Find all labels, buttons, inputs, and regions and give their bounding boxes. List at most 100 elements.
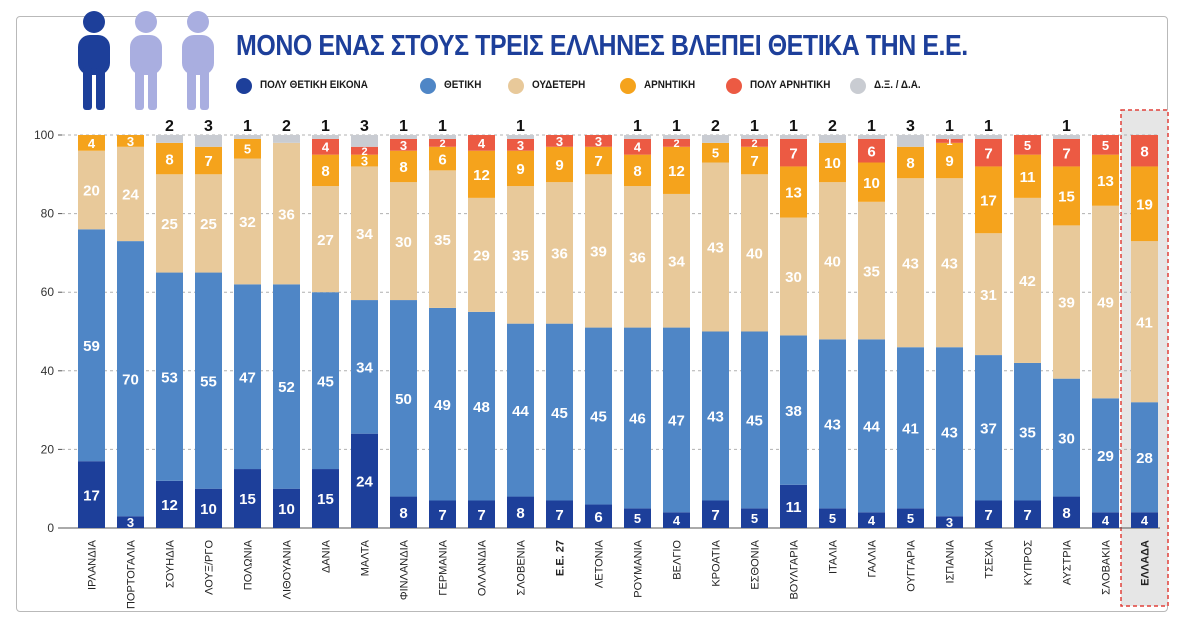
bar-segment <box>156 142 183 175</box>
bar-value-label: 36 <box>551 246 568 263</box>
bar-segment <box>663 193 690 328</box>
bar-segment <box>858 138 885 163</box>
legend-swatch <box>236 78 252 94</box>
dk-value-label: 1 <box>1062 118 1071 135</box>
bar-value-label: 5 <box>634 511 641 526</box>
bar-value-label: 32 <box>239 214 256 231</box>
bar-segment <box>78 229 105 462</box>
bar-segment <box>741 331 768 509</box>
bar-segment <box>702 331 729 501</box>
bar-segment <box>936 138 963 143</box>
legend-label: ΟΥΔΕΤΕΡΗ <box>532 79 586 91</box>
bar-value-label: 47 <box>668 413 685 430</box>
bar-value-label: 2 <box>439 138 445 150</box>
x-category-label: ΦΙΝΛΑΝΔΙΑ <box>399 539 411 600</box>
x-category-label: ΡΟΥΜΑΝΙΑ <box>633 539 645 597</box>
bar-segment <box>897 178 924 348</box>
bar-segment <box>663 138 690 147</box>
x-category-label: ΙΡΛΑΝΔΙΑ <box>87 539 99 590</box>
bar-segment <box>741 135 768 139</box>
dk-value-label: 1 <box>516 118 525 135</box>
bar-segment <box>741 174 768 332</box>
bar-segment <box>156 174 183 273</box>
bar-segment <box>741 146 768 175</box>
bar-value-label: 30 <box>785 269 802 286</box>
x-category-label: ΛΙΘΟΥΑΝΙΑ <box>282 539 294 599</box>
bar-value-label: 41 <box>1136 314 1153 331</box>
bar-segment <box>546 500 573 528</box>
bar-segment <box>234 158 261 285</box>
bar-segment <box>975 138 1002 167</box>
bar-value-label: 1 <box>946 136 952 148</box>
bar-value-label: 43 <box>707 409 724 426</box>
bar-value-label: 25 <box>200 216 217 233</box>
bar-value-label: 35 <box>863 263 880 280</box>
dk-value-label: 1 <box>243 118 252 135</box>
bar-segment <box>1092 154 1119 206</box>
dk-value-label: 2 <box>828 118 837 135</box>
bar-segment <box>1053 496 1080 528</box>
x-category-label: ΟΥΓΓΑΡΙΑ <box>906 539 918 591</box>
bar-value-label: 40 <box>824 253 841 270</box>
bar-value-label: 11 <box>1020 169 1036 186</box>
bar-value-label: 35 <box>1019 424 1036 441</box>
dk-value-label: 1 <box>984 118 993 135</box>
bar-segment <box>507 150 534 187</box>
bar-value-label: 50 <box>395 391 412 408</box>
bar-segment <box>312 469 339 528</box>
bar-value-label: 5 <box>1102 138 1109 153</box>
bar-segment <box>897 146 924 179</box>
bar-segment <box>156 480 183 528</box>
bar-segment <box>546 182 573 324</box>
dk-value-label: 1 <box>867 118 876 135</box>
bar-segment <box>819 135 846 143</box>
legend-label: ΑΡΝΗΤΙΚΗ <box>644 79 696 91</box>
bar-segment <box>975 355 1002 501</box>
bar-segment <box>546 323 573 501</box>
bar-segment <box>195 272 222 489</box>
bar-segment <box>1014 154 1041 198</box>
bar-value-label: 30 <box>395 234 412 251</box>
bar-value-label: 7 <box>477 507 485 524</box>
bar-value-label: 36 <box>278 206 295 223</box>
bar-segment <box>975 500 1002 528</box>
bar-segment <box>1014 135 1041 155</box>
bar-segment <box>936 142 963 179</box>
bar-value-label: 45 <box>551 405 568 422</box>
bar-segment <box>273 135 300 143</box>
bar-segment <box>858 339 885 513</box>
bar-value-label: 7 <box>555 507 563 524</box>
legend-label: ΘΕΤΙΚΗ <box>444 79 482 91</box>
bar-segment <box>117 241 144 517</box>
bar-value-label: 7 <box>750 153 758 170</box>
dk-value-label: 1 <box>321 118 330 135</box>
bar-segment <box>897 347 924 509</box>
bar-value-label: 43 <box>707 240 724 257</box>
bar-value-label: 31 <box>980 287 997 304</box>
bar-segment <box>312 138 339 155</box>
x-category-label: ΕΛΛΑΔΑ <box>1140 540 1152 586</box>
bar-value-label: 5 <box>712 146 719 161</box>
x-category-label: ΣΟΥΗΔΙΑ <box>165 539 177 588</box>
y-tick-label: 20 <box>41 442 55 456</box>
bar-segment <box>390 182 417 301</box>
person-figure-light-2 <box>182 11 214 110</box>
x-category-label: ΚΡΟΑΤΙΑ <box>711 539 723 586</box>
bar-value-label: 8 <box>633 163 641 180</box>
x-category-label: ΒΟΥΛΓΑΡΙΑ <box>789 539 801 599</box>
bar-value-label: 8 <box>516 505 524 522</box>
bar-segment <box>1053 138 1080 167</box>
x-category-label: ΚΥΠΡΟΣ <box>1023 540 1035 586</box>
bar-value-label: 3 <box>946 515 953 530</box>
bar-value-label: 43 <box>902 255 919 272</box>
bar-value-label: 34 <box>668 253 685 270</box>
bar-segment <box>351 166 378 301</box>
bar-value-label: 3 <box>517 138 524 153</box>
bar-value-label: 36 <box>629 250 646 267</box>
dk-value-label: 1 <box>789 118 798 135</box>
x-category-label: ΠΟΡΤΟΓΑΛΙΑ <box>126 539 138 609</box>
bar-segment <box>1131 166 1158 242</box>
bar-segment <box>1092 135 1119 155</box>
bar-segment <box>468 135 495 151</box>
